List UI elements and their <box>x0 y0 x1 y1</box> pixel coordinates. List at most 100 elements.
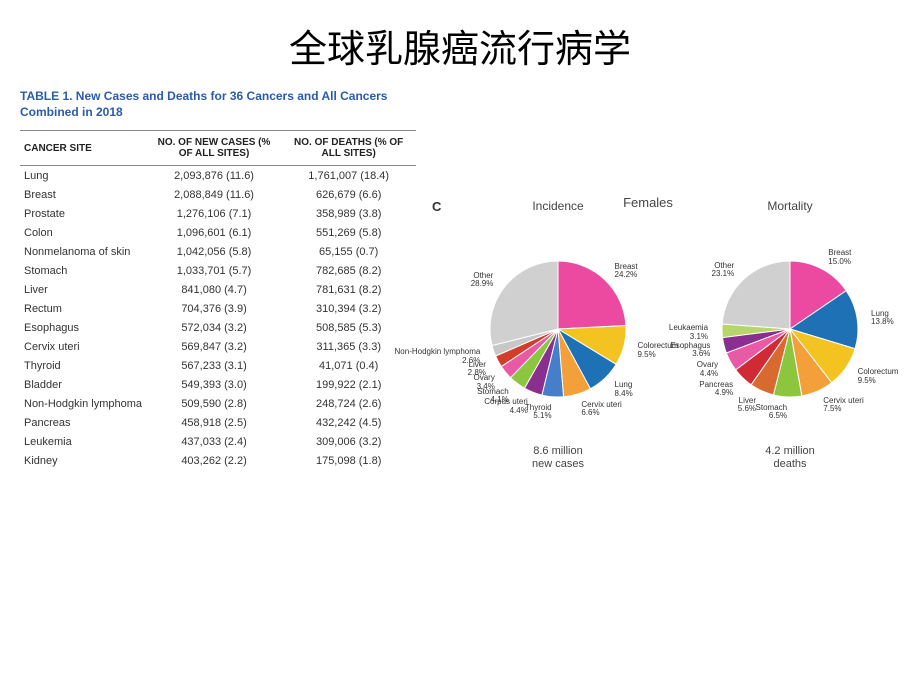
cell-new-cases: 437,033 (2.4) <box>147 432 282 451</box>
pie-svg <box>680 219 900 439</box>
table-row: Bladder549,393 (3.0)199,922 (2.1) <box>20 375 416 394</box>
mortality-caption: 4.2 milliondeaths <box>765 445 815 471</box>
cell-site: Kidney <box>20 451 147 470</box>
mortality-block: Mortality Breast15.0%Lung13.8%Colorectum… <box>680 199 900 471</box>
cell-site: Cervix uteri <box>20 337 147 356</box>
pies-row: Incidence Breast24.2%Colorectum9.5%Lung8… <box>428 89 900 471</box>
cell-deaths: 309,006 (3.2) <box>281 432 416 451</box>
cancer-table: CANCER SITE NO. OF NEW CASES (% OF ALL S… <box>20 130 416 470</box>
content-row: TABLE 1. New Cases and Deaths for 36 Can… <box>0 81 920 471</box>
cell-site: Prostate <box>20 204 147 223</box>
table-header-row: CANCER SITE NO. OF NEW CASES (% OF ALL S… <box>20 131 416 166</box>
col-deaths: NO. OF DEATHS (% OF ALL SITES) <box>281 131 416 166</box>
cell-new-cases: 569,847 (3.2) <box>147 337 282 356</box>
pie-slice-label: Ovary4.4% <box>697 361 718 378</box>
panel-letter: C <box>432 199 441 214</box>
col-new-cases: NO. OF NEW CASES (% OF ALL SITES) <box>147 131 282 166</box>
cell-site: Colon <box>20 223 147 242</box>
cell-new-cases: 549,393 (3.0) <box>147 375 282 394</box>
cell-new-cases: 458,918 (2.5) <box>147 413 282 432</box>
chart-panel: C Females Incidence Breast24.2%Colorectu… <box>428 89 900 471</box>
cell-deaths: 1,761,007 (18.4) <box>281 166 416 186</box>
cell-new-cases: 841,080 (4.7) <box>147 280 282 299</box>
table-caption-prefix: TABLE 1. <box>20 89 72 103</box>
table-row: Leukemia437,033 (2.4)309,006 (3.2) <box>20 432 416 451</box>
pie-slice-label: Lung13.8% <box>871 310 894 327</box>
table-row: Breast2,088,849 (11.6)626,679 (6.6) <box>20 185 416 204</box>
incidence-caption: 8.6 millionnew cases <box>532 445 584 471</box>
cell-deaths: 782,685 (8.2) <box>281 261 416 280</box>
pie-slice-label: Lung8.4% <box>615 381 633 398</box>
pie-slice-label: Non-Hodgkin lymphoma2.6% <box>395 348 481 365</box>
cell-deaths: 358,989 (3.8) <box>281 204 416 223</box>
table-row: Liver841,080 (4.7)781,631 (8.2) <box>20 280 416 299</box>
table-row: Non-Hodgkin lymphoma509,590 (2.8)248,724… <box>20 394 416 413</box>
pie-slice-label: Leukaemia3.1% <box>669 324 708 341</box>
cell-deaths: 248,724 (2.6) <box>281 394 416 413</box>
cell-new-cases: 1,033,701 (5.7) <box>147 261 282 280</box>
pie-slice-label: Other28.9% <box>471 272 494 289</box>
table-row: Stomach1,033,701 (5.7)782,685 (8.2) <box>20 261 416 280</box>
cell-new-cases: 403,262 (2.2) <box>147 451 282 470</box>
cell-new-cases: 2,088,849 (11.6) <box>147 185 282 204</box>
incidence-pie: Breast24.2%Colorectum9.5%Lung8.4%Cervix … <box>448 219 668 439</box>
cell-new-cases: 704,376 (3.9) <box>147 299 282 318</box>
table-row: Nonmelanoma of skin1,042,056 (5.8)65,155… <box>20 242 416 261</box>
pie-slice-label: Colorectum9.5% <box>858 368 899 385</box>
table-row: Kidney403,262 (2.2)175,098 (1.8) <box>20 451 416 470</box>
pie-slice-label: Breast24.2% <box>615 263 638 280</box>
table-row: Lung2,093,876 (11.6)1,761,007 (18.4) <box>20 166 416 186</box>
cell-deaths: 175,098 (1.8) <box>281 451 416 470</box>
table-body: Lung2,093,876 (11.6)1,761,007 (18.4)Brea… <box>20 166 416 471</box>
cell-site: Thyroid <box>20 356 147 375</box>
table-caption: TABLE 1. New Cases and Deaths for 36 Can… <box>20 89 416 120</box>
cell-deaths: 199,922 (2.1) <box>281 375 416 394</box>
pie-svg <box>448 219 668 439</box>
cell-deaths: 551,269 (5.8) <box>281 223 416 242</box>
table-row: Rectum704,376 (3.9)310,394 (3.2) <box>20 299 416 318</box>
cell-deaths: 310,394 (3.2) <box>281 299 416 318</box>
cell-site: Pancreas <box>20 413 147 432</box>
cell-deaths: 626,679 (6.6) <box>281 185 416 204</box>
table-row: Prostate1,276,106 (7.1)358,989 (3.8) <box>20 204 416 223</box>
slide: 全球乳腺癌流行病学 TABLE 1. New Cases and Deaths … <box>0 0 920 690</box>
cell-new-cases: 509,590 (2.8) <box>147 394 282 413</box>
slide-title: 全球乳腺癌流行病学 <box>0 0 920 81</box>
cell-new-cases: 2,093,876 (11.6) <box>147 166 282 186</box>
cell-new-cases: 572,034 (3.2) <box>147 318 282 337</box>
table-row: Thyroid567,233 (3.1)41,071 (0.4) <box>20 356 416 375</box>
cell-site: Lung <box>20 166 147 186</box>
cell-site: Nonmelanoma of skin <box>20 242 147 261</box>
cell-site: Leukemia <box>20 432 147 451</box>
incidence-title: Incidence <box>532 199 583 213</box>
females-label: Females <box>588 195 708 210</box>
cell-new-cases: 1,096,601 (6.1) <box>147 223 282 242</box>
table-panel: TABLE 1. New Cases and Deaths for 36 Can… <box>20 89 416 471</box>
mortality-pie: Breast15.0% Lung13.8% Colorectum9.5% Cervix… <box>680 219 900 439</box>
table-caption-text: New Cases and Deaths for 36 Cancers and … <box>20 89 387 119</box>
pie-slice-label: Liver5.6% <box>738 397 756 414</box>
pie-slice-label: Other23.1% <box>712 262 735 279</box>
cell-site: Stomach <box>20 261 147 280</box>
pie-slice-label: Cervix uteri6.6% <box>581 401 621 418</box>
cell-site: Rectum <box>20 299 147 318</box>
pie-slice-label: Breast15.0% <box>828 249 851 266</box>
pie-slice-label: Stomach6.5% <box>756 404 788 421</box>
pie-slice-label: Pancreas4.9% <box>699 381 733 398</box>
pie-slice-label: Esophagus3.6% <box>670 342 710 359</box>
cell-site: Breast <box>20 185 147 204</box>
cell-deaths: 508,585 (5.3) <box>281 318 416 337</box>
col-site: CANCER SITE <box>20 131 147 166</box>
pie-slice-label: Thyroid5.1% <box>525 404 552 421</box>
incidence-block: Incidence Breast24.2%Colorectum9.5%Lung8… <box>448 199 668 471</box>
cell-new-cases: 567,233 (3.1) <box>147 356 282 375</box>
table-row: Pancreas458,918 (2.5)432,242 (4.5) <box>20 413 416 432</box>
cell-site: Liver <box>20 280 147 299</box>
cell-site: Bladder <box>20 375 147 394</box>
pie-slice-label: Cervix uteri7.5% <box>823 397 863 414</box>
cell-deaths: 781,631 (8.2) <box>281 280 416 299</box>
cell-deaths: 65,155 (0.7) <box>281 242 416 261</box>
table-row: Esophagus572,034 (3.2)508,585 (5.3) <box>20 318 416 337</box>
table-row: Cervix uteri569,847 (3.2)311,365 (3.3) <box>20 337 416 356</box>
cell-site: Esophagus <box>20 318 147 337</box>
